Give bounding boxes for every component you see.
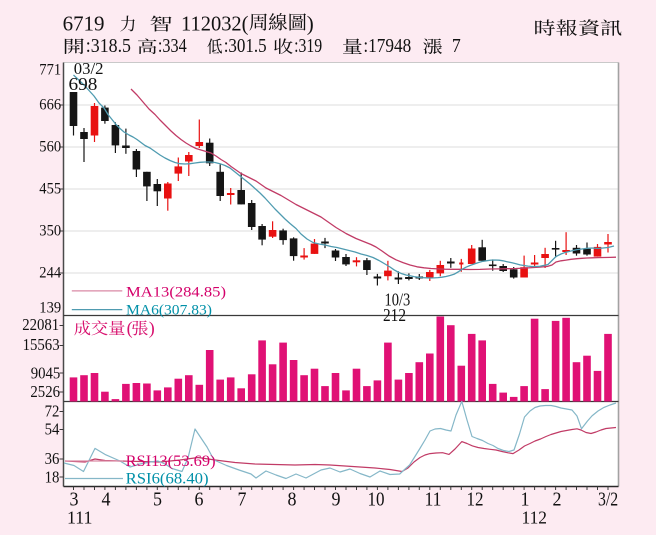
svg-text:6: 6: [195, 489, 204, 511]
svg-text:36: 36: [45, 449, 60, 468]
svg-text:): ): [149, 318, 155, 339]
svg-text:7: 7: [238, 489, 247, 511]
svg-text:455: 455: [39, 181, 61, 198]
svg-text:18: 18: [45, 467, 60, 486]
svg-text:666: 666: [39, 97, 61, 114]
svg-text:MA13(284.85): MA13(284.85): [126, 285, 226, 301]
svg-text:112032(: 112032(: [181, 12, 249, 36]
svg-text:12: 12: [467, 489, 484, 511]
svg-text:7: 7: [452, 36, 461, 57]
svg-text::17948: :17948: [363, 36, 411, 57]
svg-text:MA6(307.83): MA6(307.83): [126, 303, 212, 319]
svg-text:2: 2: [553, 489, 562, 511]
svg-text:2526: 2526: [30, 382, 60, 401]
svg-text:244: 244: [39, 265, 61, 282]
svg-text:72: 72: [45, 402, 60, 421]
svg-text:22081: 22081: [22, 315, 59, 334]
svg-text:9045: 9045: [31, 364, 61, 383]
svg-text::334: :334: [158, 36, 187, 57]
svg-text:15563: 15563: [23, 335, 60, 354]
svg-text:03/2: 03/2: [74, 59, 104, 78]
svg-text::301.5: :301.5: [224, 36, 267, 57]
svg-text:9: 9: [332, 489, 341, 511]
svg-text:): ): [307, 12, 314, 36]
svg-text:112: 112: [522, 508, 548, 528]
svg-text:111: 111: [67, 508, 93, 528]
svg-text::319: :319: [294, 36, 322, 57]
svg-text:11: 11: [425, 489, 442, 511]
svg-text:10/3: 10/3: [385, 290, 411, 310]
svg-text:6719: 6719: [63, 12, 105, 36]
svg-text:8: 8: [288, 489, 297, 511]
svg-text:350: 350: [39, 223, 61, 240]
svg-text:139: 139: [39, 299, 61, 316]
svg-text:4: 4: [102, 489, 111, 511]
svg-text:RSI13(53.69): RSI13(53.69): [126, 453, 216, 470]
svg-text:560: 560: [39, 139, 61, 156]
svg-text:698: 698: [69, 74, 98, 94]
svg-text:(: (: [127, 318, 133, 339]
svg-text:RSI6(68.40): RSI6(68.40): [126, 471, 209, 488]
svg-text:5: 5: [153, 489, 162, 511]
svg-text:10: 10: [368, 489, 385, 511]
svg-text:771: 771: [39, 62, 61, 79]
svg-text:3/2: 3/2: [598, 489, 618, 511]
svg-text:1: 1: [521, 489, 530, 511]
svg-text:212: 212: [383, 305, 406, 325]
svg-text:3: 3: [70, 489, 79, 511]
svg-text:54: 54: [45, 419, 60, 438]
svg-text::318.5: :318.5: [86, 36, 131, 57]
